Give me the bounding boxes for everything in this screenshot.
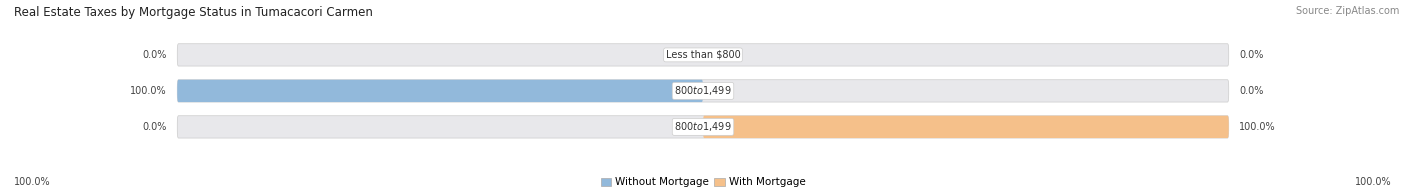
Text: 0.0%: 0.0% xyxy=(142,50,167,60)
FancyBboxPatch shape xyxy=(703,116,1229,138)
Text: Real Estate Taxes by Mortgage Status in Tumacacori Carmen: Real Estate Taxes by Mortgage Status in … xyxy=(14,6,373,19)
FancyBboxPatch shape xyxy=(177,80,703,102)
Text: Source: ZipAtlas.com: Source: ZipAtlas.com xyxy=(1295,6,1399,16)
Text: 100.0%: 100.0% xyxy=(131,86,167,96)
Text: 0.0%: 0.0% xyxy=(1239,86,1264,96)
Text: 100.0%: 100.0% xyxy=(14,177,51,187)
FancyBboxPatch shape xyxy=(177,44,1229,66)
Text: $800 to $1,499: $800 to $1,499 xyxy=(675,120,731,133)
Text: 0.0%: 0.0% xyxy=(142,122,167,132)
Text: 100.0%: 100.0% xyxy=(1355,177,1392,187)
Text: $800 to $1,499: $800 to $1,499 xyxy=(675,84,731,97)
Text: 0.0%: 0.0% xyxy=(1239,50,1264,60)
FancyBboxPatch shape xyxy=(177,116,1229,138)
FancyBboxPatch shape xyxy=(177,80,1229,102)
Text: 100.0%: 100.0% xyxy=(1239,122,1275,132)
Text: Less than $800: Less than $800 xyxy=(665,50,741,60)
Legend: Without Mortgage, With Mortgage: Without Mortgage, With Mortgage xyxy=(596,173,810,191)
